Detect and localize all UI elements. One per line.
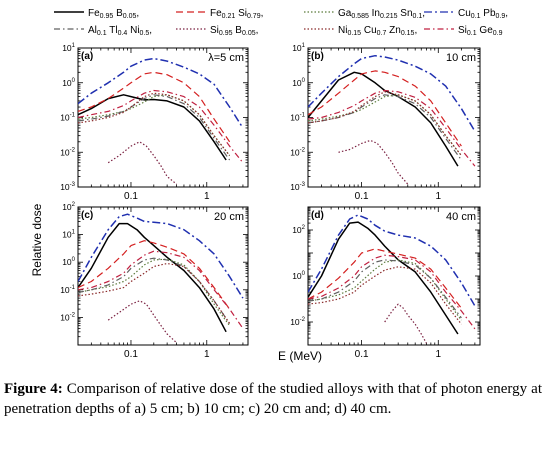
depth-annotation: 10 cm [446, 52, 476, 64]
y-tick-label: 100 [62, 257, 75, 267]
plot-frame [77, 47, 249, 188]
y-tick-label: 10-1 [60, 285, 75, 295]
series-line [308, 214, 476, 307]
legend-label: Cu0.1 Pb0.9, [458, 8, 508, 20]
y-axis-label: Relative dose [30, 203, 44, 276]
chart-panel: 0.1 1 10-2 10-1 100 101 102 (c) 20 cm [60, 202, 249, 360]
x-tick-label: 0.1 [124, 191, 138, 202]
legend-item: Fe0.95 B0.05, [54, 8, 139, 20]
plot-frame [307, 206, 481, 346]
legend-label: Ga0.585 In0.215 Sn0.1, [338, 8, 425, 20]
series-line [78, 240, 231, 310]
x-tick-label: 1 [204, 349, 210, 360]
series-line [78, 94, 227, 161]
depth-annotation: 40 cm [446, 211, 476, 223]
legend-item: Ga0.585 In0.215 Sn0.1, [304, 8, 425, 20]
y-tick-label: 101 [62, 43, 75, 53]
series-line [78, 250, 244, 329]
figure-caption: Figure 4: Comparison of relative dose of… [4, 379, 542, 419]
legend-label: Fe0.21 Si0.79, [210, 8, 263, 20]
x-tick-label: 1 [435, 349, 441, 360]
y-tick-label: 10-1 [290, 113, 305, 123]
y-tick-label: 10-3 [290, 182, 305, 192]
y-tick-label: 10-2 [290, 317, 305, 327]
series-line [78, 92, 231, 156]
x-tick-label: 0.1 [355, 191, 369, 202]
series-line [78, 71, 231, 143]
series-line [308, 89, 476, 167]
y-tick-label: 100 [292, 271, 305, 281]
depth-annotation: λ=5 cm [208, 52, 244, 64]
chart-panel: 0.1 1 10-2 100 102 (d) 40 cm [290, 206, 481, 360]
series-line [308, 259, 462, 319]
y-tick-label: 102 [292, 225, 305, 235]
panel-label: (b) [311, 51, 324, 62]
y-tick-label: 101 [292, 43, 305, 53]
series-line [384, 303, 427, 344]
series-line [78, 94, 231, 161]
series-line [78, 213, 244, 299]
series-line [107, 300, 178, 344]
series-line [308, 254, 476, 330]
y-tick-label: 10-1 [60, 113, 75, 123]
series-line [308, 248, 462, 309]
series-line [308, 94, 462, 156]
panel-label: (d) [311, 210, 324, 221]
depth-annotation: 20 cm [214, 211, 244, 223]
panel-label: (a) [81, 51, 93, 62]
x-tick-label: 0.1 [124, 349, 138, 360]
series-line [78, 89, 244, 164]
series-line [308, 266, 462, 325]
y-tick-label: 100 [292, 78, 305, 88]
x-tick-label: 1 [204, 191, 210, 202]
y-tick-label: 10-2 [60, 147, 75, 157]
legend-item: Ni0.15 Cu0.7 Zn0.15, [304, 25, 417, 37]
x-axis-label: E (MeV) [278, 349, 322, 363]
series-line [78, 257, 231, 324]
series-line [308, 91, 462, 156]
series-line [308, 71, 459, 167]
caption-text: Comparison of relative dose of the studi… [4, 381, 542, 417]
chart-panel: 0.1 1 10-3 10-2 10-1 100 101 (b) 10 cm [290, 43, 481, 202]
legend-label: Al0.1 Tl0.4 Ni0.5, [88, 25, 152, 37]
chart-panels: 0.1 1 10-3 10-2 10-1 100 101 (a) λ=5 cm 0.1 1 10-3 1… [60, 43, 481, 360]
legend-label: Fe0.95 B0.05, [88, 8, 139, 20]
series-line [107, 141, 177, 185]
y-tick-label: 101 [62, 230, 75, 240]
x-tick-label: 0.1 [355, 349, 369, 360]
x-tick-label: 1 [435, 191, 441, 202]
legend-item: Cu0.1 Pb0.9, [424, 8, 508, 20]
y-tick-label: 10-3 [60, 182, 75, 192]
series-line [308, 94, 462, 161]
series-line [308, 70, 462, 147]
y-tick-label: 10-2 [60, 312, 75, 322]
series-line [78, 258, 231, 327]
legend-item: Fe0.21 Si0.79, [176, 8, 263, 20]
legend-item: Al0.1 Tl0.4 Ni0.5, [54, 25, 152, 37]
y-tick-label: 10-2 [290, 147, 305, 157]
legend: Fe0.95 B0.05, Fe0.21 Si0.79, Ga0.585 In0.2… [54, 8, 508, 37]
series-line [78, 222, 227, 333]
legend-label: Ni0.15 Cu0.7 Zn0.15, [338, 25, 417, 37]
series-line [308, 259, 462, 321]
legend-item: Si0.1 Ge0.9 [424, 25, 503, 37]
series-line [78, 94, 231, 156]
series-line [78, 262, 231, 324]
chart-panel: 0.1 1 10-3 10-2 10-1 100 101 (a) λ=5 cm [60, 43, 249, 202]
y-tick-label: 100 [62, 78, 75, 88]
series-line [308, 54, 476, 132]
series-line [308, 221, 459, 335]
legend-label: Si0.95 B0.05, [210, 25, 258, 37]
series-line [78, 57, 244, 129]
panel-label: (c) [81, 210, 93, 221]
plot-frame [77, 206, 249, 346]
y-tick-label: 102 [62, 202, 75, 212]
legend-item: Si0.95 B0.05, [176, 25, 258, 37]
series-line [338, 139, 409, 185]
caption-label: Figure 4: [4, 381, 63, 397]
legend-label: Si0.1 Ge0.9 [458, 25, 503, 37]
